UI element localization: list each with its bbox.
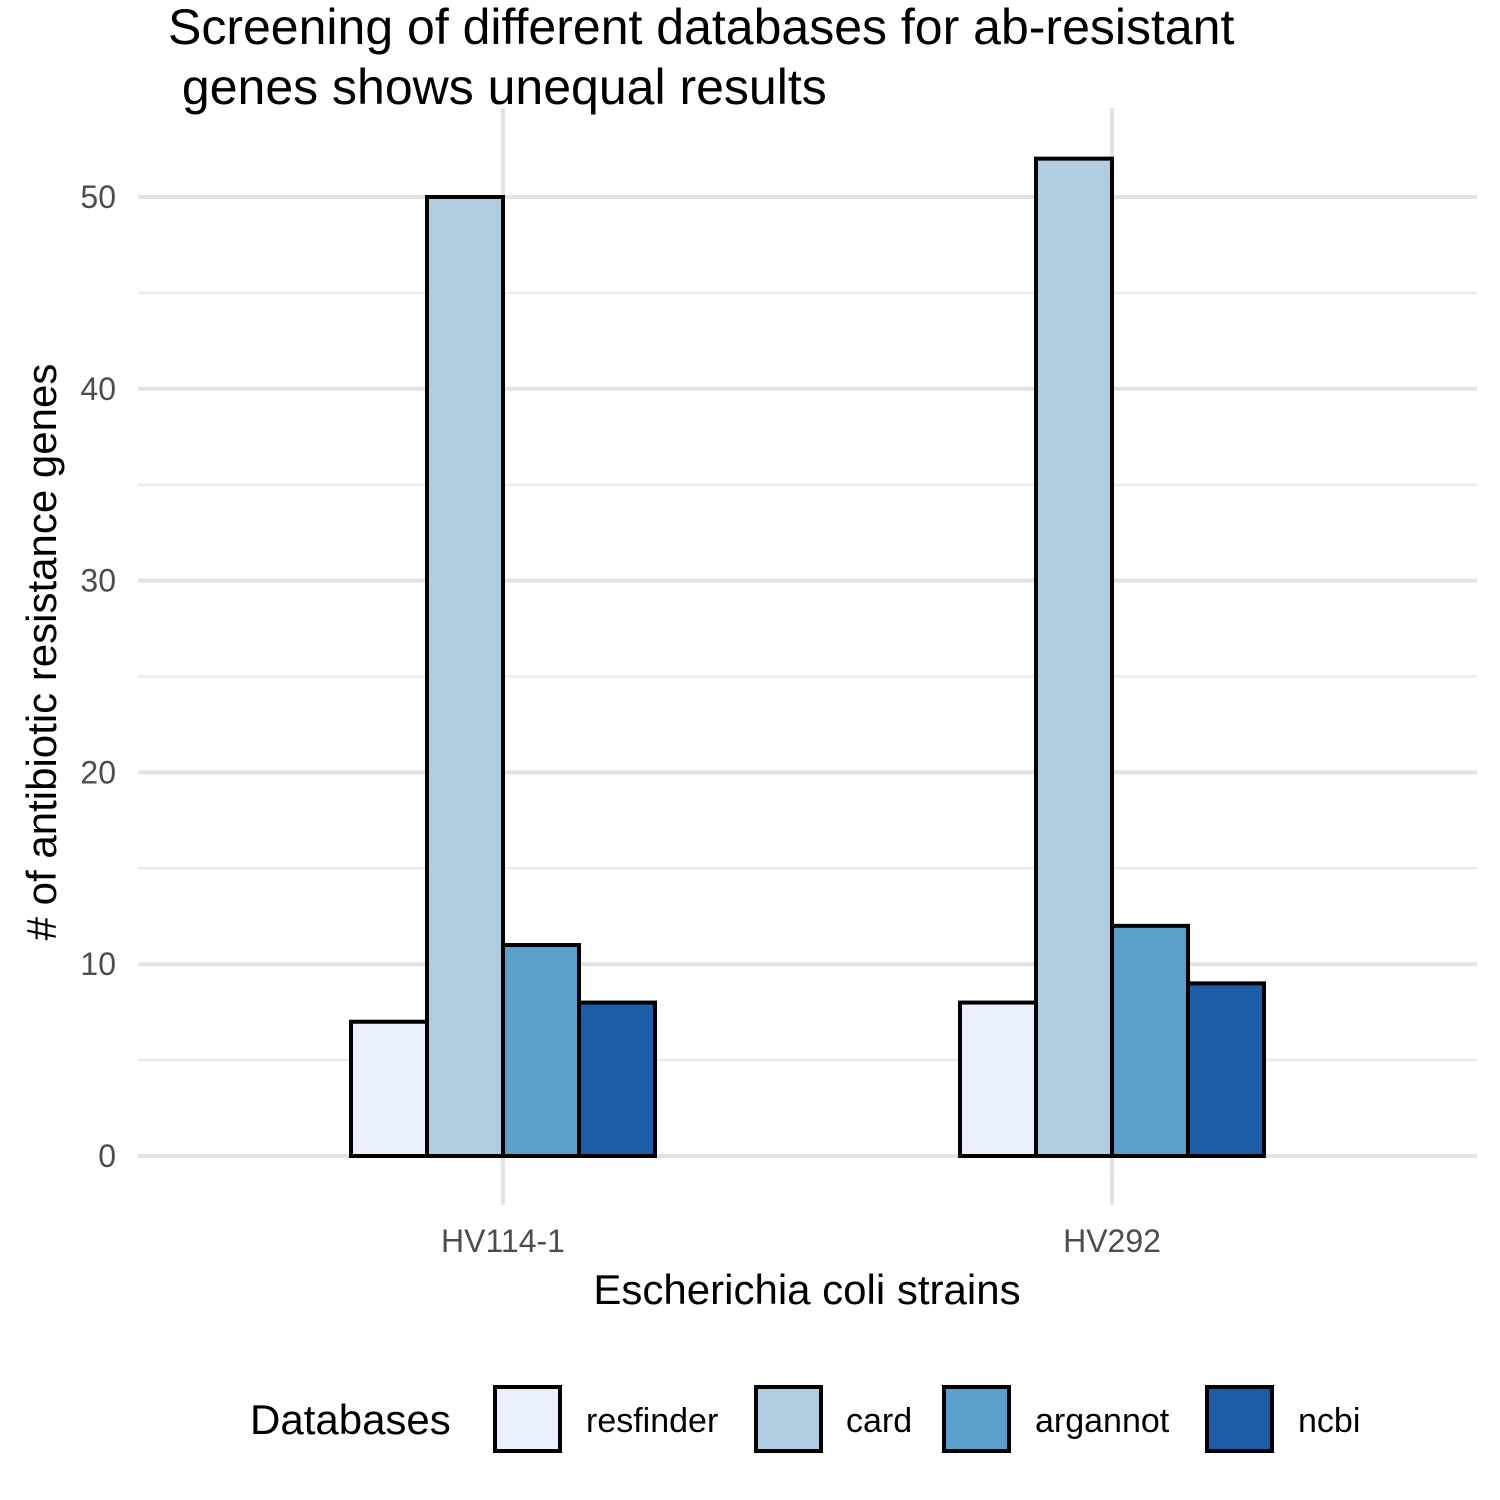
x-tick-label: HV114-1 <box>441 1223 565 1259</box>
y-tick-label: 20 <box>80 754 116 790</box>
chart-title-line-1: Screening of different databases for ab-… <box>168 0 1234 55</box>
y-tick-label: 40 <box>80 371 116 407</box>
gridlines <box>138 108 1477 1205</box>
x-axis-ticks: HV114-1 HV292 <box>441 1223 1161 1259</box>
bar-ncbi-HV114-1 <box>577 1000 657 1158</box>
legend-label-argannot: argannot <box>1035 1402 1170 1440</box>
legend-key-ncbi <box>1205 1385 1274 1453</box>
legend-label-ncbi: ncbi <box>1298 1402 1360 1440</box>
bar-ncbi-HV292 <box>1186 981 1266 1158</box>
y-tick-label: 0 <box>98 1138 116 1174</box>
y-axis-ticks: 0 10 20 30 40 50 <box>80 179 116 1174</box>
bar-card-HV114-1 <box>425 195 505 1158</box>
x-tick-label: HV292 <box>1063 1223 1161 1259</box>
bar-card-HV292 <box>1034 156 1114 1158</box>
y-tick-label: 30 <box>80 563 116 599</box>
y-axis-title: # of antibiotic resistance genes <box>18 364 65 941</box>
legend-label-resfinder: resfinder <box>586 1402 718 1440</box>
legend-key-card <box>754 1385 823 1453</box>
bar-resfinder-HV114-1 <box>349 1019 429 1158</box>
legend-key-argannot <box>942 1385 1011 1453</box>
chart-title: Screening of different databases for ab-… <box>168 0 1234 115</box>
legend-key-resfinder <box>493 1385 562 1453</box>
y-tick-label: 50 <box>80 179 116 215</box>
legend-title: Databases <box>250 1396 451 1443</box>
bar-resfinder-HV292 <box>958 1000 1038 1158</box>
bar-argannot-HV114-1 <box>501 943 581 1159</box>
legend: Databases resfinder card argannot ncbi <box>250 1385 1360 1453</box>
legend-label-card: card <box>846 1402 912 1440</box>
bars <box>349 156 1266 1159</box>
x-axis-title: Escherichia coli strains <box>593 1266 1020 1313</box>
bar-argannot-HV292 <box>1110 923 1190 1159</box>
y-tick-label: 10 <box>80 946 116 982</box>
chart-title-line-2: genes shows unequal results <box>168 59 827 115</box>
